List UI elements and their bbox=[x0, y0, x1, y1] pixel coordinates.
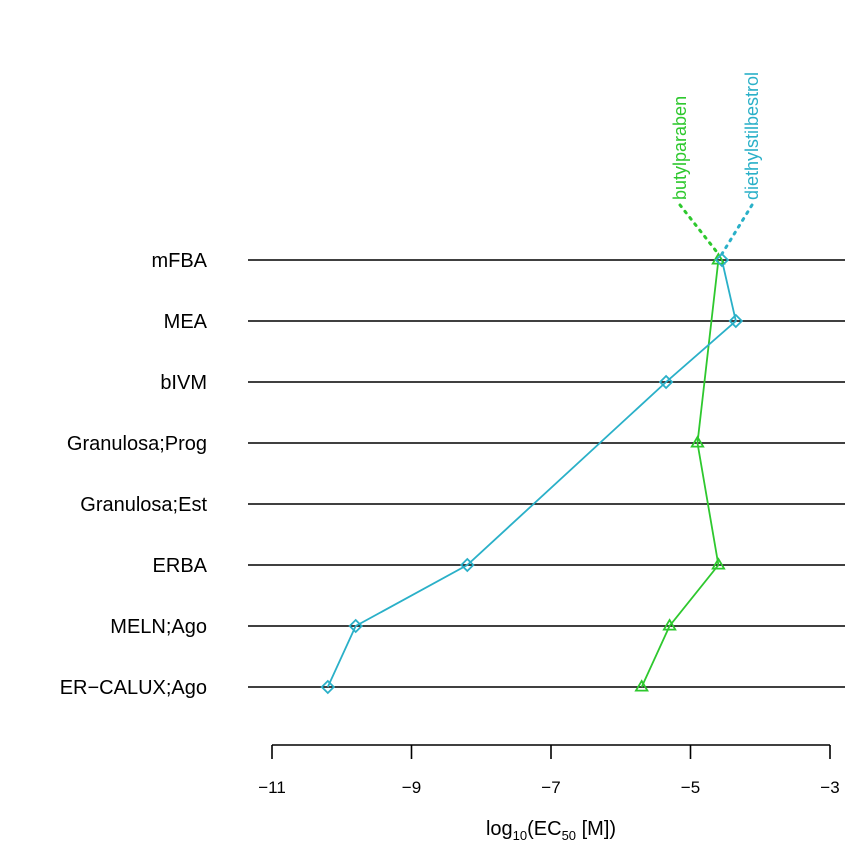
series-labels-group: butylparaben diethylstilbestrol bbox=[670, 72, 762, 200]
diamond-marker bbox=[658, 374, 674, 390]
row-labels-group: mFBA MEA bIVM Granulosa;Prog Granulosa;Est ER… bbox=[60, 250, 208, 699]
series-lines-group bbox=[326, 259, 737, 688]
row-label: Granulosa;Prog bbox=[67, 433, 207, 455]
row-label: ERBA bbox=[153, 555, 208, 577]
series-line-butylparaben bbox=[640, 259, 720, 688]
diamond-marker bbox=[460, 557, 475, 573]
row-label: bIVM bbox=[160, 372, 207, 394]
row-label: MEA bbox=[164, 311, 208, 333]
series-label-diethylstilbestrol: diethylstilbestrol bbox=[742, 72, 762, 200]
diamond-marker bbox=[728, 313, 744, 329]
x-axis: −11 −9 −7 −5 −3 bbox=[258, 744, 840, 797]
x-tick-label: −7 bbox=[541, 778, 560, 797]
triangle-marker bbox=[690, 435, 705, 448]
x-tick-label: −9 bbox=[402, 778, 421, 797]
series-label-butylparaben: butylparaben bbox=[670, 96, 690, 200]
diamond-marker bbox=[348, 618, 363, 634]
leader-butylparaben bbox=[678, 203, 720, 256]
row-label: MELN;Ago bbox=[110, 616, 207, 638]
series-markers-group bbox=[320, 252, 744, 695]
leader-diethylstilbestrol bbox=[720, 203, 754, 256]
series-line-diethylstilbestrol bbox=[326, 259, 737, 688]
diamond-marker bbox=[320, 679, 336, 695]
triangle-marker bbox=[662, 618, 677, 631]
x-axis-title-part: (EC bbox=[527, 818, 561, 840]
x-axis-title-subscript: 50 bbox=[562, 828, 576, 843]
x-tick-label: −11 bbox=[258, 778, 286, 797]
x-axis-title-part: log bbox=[486, 818, 513, 840]
x-axis-title-part: [M]) bbox=[576, 818, 616, 840]
series-leader-lines bbox=[678, 203, 754, 256]
x-axis-title-subscript: 10 bbox=[513, 828, 527, 843]
row-lines-group bbox=[248, 259, 845, 688]
diamond-marker bbox=[714, 252, 730, 268]
row-label: mFBA bbox=[151, 250, 207, 272]
triangle-marker bbox=[634, 679, 649, 692]
x-axis-title: log10(EC50 [M]) bbox=[486, 818, 616, 843]
row-label: Granulosa;Est bbox=[80, 494, 207, 516]
row-label: ER−CALUX;Ago bbox=[60, 677, 207, 699]
x-tick-label: −3 bbox=[820, 778, 839, 797]
triangle-marker bbox=[711, 557, 726, 570]
x-tick-label: −5 bbox=[681, 778, 700, 797]
